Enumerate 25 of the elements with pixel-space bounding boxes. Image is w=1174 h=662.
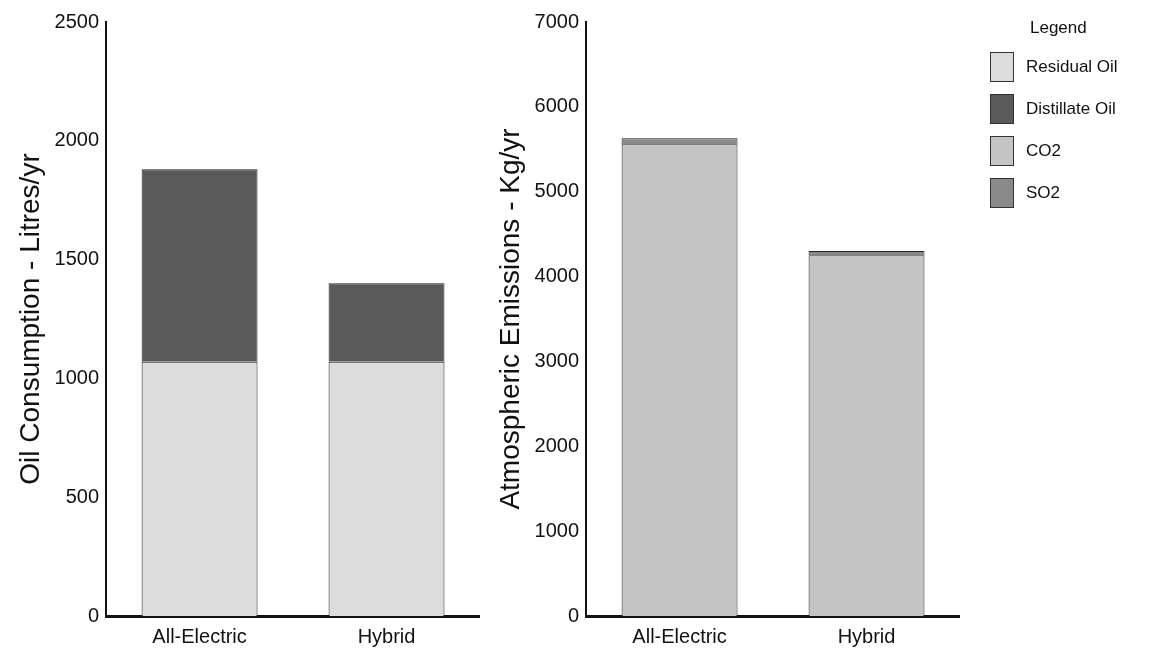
y-tick-label: 7000 [534,9,580,32]
y-tick-label: 6000 [534,94,580,117]
x-tick-label: All-Electric [152,624,247,647]
y-tick-label: 1000 [54,365,100,388]
y-tick-label: 4000 [534,264,580,287]
y-axis-title: Atmospheric Emissions - Kg/yr [493,128,525,510]
legend-label: CO2 [1026,141,1061,161]
x-tick-label: All-Electric [632,624,727,647]
y-tick-label: 1500 [54,247,100,270]
x-tick-label: Hybrid [357,624,416,647]
legend-label: Residual Oil [1026,57,1118,77]
x-tick-label: Hybrid [837,624,896,647]
legend-label: Distillate Oil [1026,99,1116,119]
y-tick-label: 1000 [534,518,580,541]
y-tick-label: 500 [65,484,100,507]
y-tick-label: 5000 [534,179,580,202]
y-tick-label: 2500 [54,9,100,32]
y-tick-label: 0 [567,603,580,626]
y-tick-label: 3000 [534,348,580,371]
y-tick-label: 0 [87,603,100,626]
y-tick-label: 2000 [54,128,100,151]
legend-label: SO2 [1026,183,1061,203]
y-tick-label: 2000 [534,433,580,456]
y-axis-title: Oil Consumption - Litres/yr [13,153,45,485]
legend-title: Legend [1030,18,1088,38]
